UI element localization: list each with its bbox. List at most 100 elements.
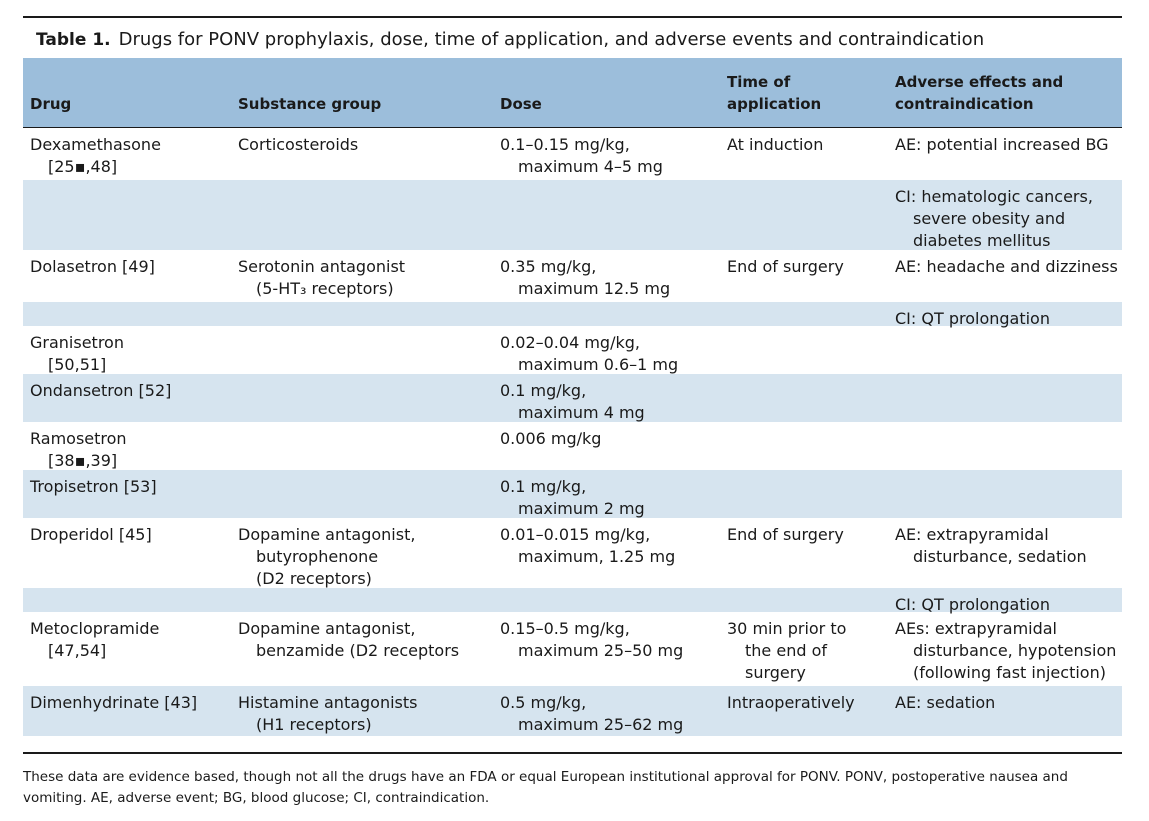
dose-cell: 0.1 mg/kg, maximum 4 mg: [500, 380, 720, 424]
table-row: Dexamethasone [25▪,48] Corticosteroids 0.1–…: [23, 128, 1122, 180]
drug-cell-line: Dolasetron [49]: [30, 257, 155, 276]
adverse-effects-cell-line: (following fast injection): [913, 663, 1106, 682]
adverse-effects-cell-line: AE: extrapyramidal: [895, 525, 1049, 544]
substance-group-cell: Serotonin antagonist (5-HT₃ receptors): [238, 256, 493, 300]
dose-cell: 0.15–0.5 mg/kg, maximum 25–50 mg: [500, 618, 720, 662]
dose-cell: 0.02–0.04 mg/kg, maximum 0.6–1 mg: [500, 332, 720, 376]
adverse-effects-cell: AE: extrapyramidal disturbance, sedation: [895, 524, 1120, 568]
dose-cell: 0.01–0.015 mg/kg, maximum, 1.25 mg: [500, 524, 720, 568]
substance-group-cell-line: (D2 receptors): [256, 569, 372, 588]
substance-group-cell-line: Dopamine antagonist,: [238, 525, 416, 544]
adverse-effects-cell-line: AE: potential increased BG: [895, 135, 1109, 154]
adverse-effects-cell-line: disturbance, sedation: [913, 547, 1087, 566]
table-row: Ondansetron [52] 0.1 mg/kg, maximum 4 mg: [23, 374, 1122, 422]
dose-cell-line: 0.01–0.015 mg/kg,: [500, 525, 651, 544]
drug-cell-line: Dimenhydrinate [43]: [30, 693, 198, 712]
table-caption-label: Table 1.: [36, 30, 111, 50]
drug-cell: Dimenhydrinate [43]: [30, 692, 230, 714]
drug-cell: Droperidol [45]: [30, 524, 230, 546]
header-time-of-application: Time of application: [727, 71, 867, 115]
time-cell: Intraoperatively: [727, 692, 887, 714]
table-row: CI: QT prolongation: [23, 302, 1122, 328]
dose-cell-line: 0.5 mg/kg,: [500, 693, 587, 712]
table-header: Drug Substance group Dose Time of applic…: [23, 58, 1122, 127]
substance-group-cell: Histamine antagonists (H1 receptors): [238, 692, 493, 736]
table-bottom-rule: [23, 752, 1122, 754]
drug-cell-line: Granisetron: [30, 333, 124, 352]
drug-cell-line: [38▪,39]: [48, 451, 118, 470]
table-row: Metoclopramide [47,54] Dopamine antagonist…: [23, 612, 1122, 686]
dose-cell-line: 0.1–0.15 mg/kg,: [500, 135, 630, 154]
dose-cell-line: maximum 25–50 mg: [518, 641, 684, 660]
substance-group-cell-line: benzamide (D2 receptors: [256, 641, 460, 660]
drug-cell-line: Dexamethasone: [30, 135, 161, 154]
dose-cell-line: maximum 4–5 mg: [518, 157, 663, 176]
dose-cell: 0.1–0.15 mg/kg, maximum 4–5 mg: [500, 134, 720, 178]
drug-cell-line: Ondansetron [52]: [30, 381, 172, 400]
header-time-line2: application: [727, 95, 822, 113]
adverse-effects-cell: CI: QT prolongation: [895, 594, 1120, 616]
dose-cell: 0.35 mg/kg, maximum 12.5 mg: [500, 256, 720, 300]
adverse-effects-cell: AE: headache and dizziness: [895, 256, 1120, 278]
header-ae-line1: Adverse effects and: [895, 73, 1064, 91]
time-cell-line: the end of: [745, 641, 827, 660]
time-cell-line: At induction: [727, 135, 824, 154]
header-drug: Drug: [30, 95, 72, 113]
dose-cell-line: 0.02–0.04 mg/kg,: [500, 333, 640, 352]
substance-group-cell: Dopamine antagonist, butyrophenone (D2 rec…: [238, 524, 493, 590]
time-cell: End of surgery: [727, 524, 887, 546]
adverse-effects-cell: CI: hematologic cancers, severe obesity a…: [895, 186, 1120, 252]
table-row: CI: hematologic cancers, severe obesity a…: [23, 180, 1122, 250]
time-cell-line: 30 min prior to: [727, 619, 847, 638]
dose-cell-line: 0.1 mg/kg,: [500, 477, 587, 496]
time-cell-line: Intraoperatively: [727, 693, 855, 712]
adverse-effects-cell-line: AEs: extrapyramidal: [895, 619, 1057, 638]
drug-cell-line: Ramosetron: [30, 429, 127, 448]
time-cell: End of surgery: [727, 256, 887, 278]
time-cell-line: End of surgery: [727, 525, 844, 544]
substance-group-cell-line: butyrophenone: [256, 547, 379, 566]
table-row: Granisetron [50,51] 0.02–0.04 mg/kg, maximu…: [23, 326, 1122, 374]
dose-cell: 0.1 mg/kg, maximum 2 mg: [500, 476, 720, 520]
header-adverse-effects: Adverse effects and contraindication: [895, 71, 1095, 115]
substance-group-cell-line: Dopamine antagonist,: [238, 619, 416, 638]
drug-cell-line: [50,51]: [48, 355, 107, 374]
dose-cell: 0.5 mg/kg, maximum 25–62 mg: [500, 692, 720, 736]
adverse-effects-cell-line: CI: QT prolongation: [895, 309, 1050, 328]
adverse-effects-cell-line: AE: sedation: [895, 693, 996, 712]
drug-table: Drug Substance group Dose Time of applic…: [23, 58, 1122, 736]
drug-cell: Metoclopramide [47,54]: [30, 618, 230, 662]
table-row: Ramosetron [38▪,39] 0.006 mg/kg: [23, 422, 1122, 470]
time-cell-line: End of surgery: [727, 257, 844, 276]
dose-cell-line: maximum 25–62 mg: [518, 715, 684, 734]
table-row: Droperidol [45] Dopamine antagonist, butyr…: [23, 518, 1122, 588]
substance-group-cell-line: Corticosteroids: [238, 135, 359, 154]
header-rule: [23, 127, 1122, 128]
dose-cell-line: 0.1 mg/kg,: [500, 381, 587, 400]
dose-cell-line: maximum 4 mg: [518, 403, 645, 422]
drug-cell: Dexamethasone [25▪,48]: [30, 134, 230, 178]
drug-cell: Dolasetron [49]: [30, 256, 230, 278]
drug-cell-line: [25▪,48]: [48, 157, 118, 176]
substance-group-cell: Corticosteroids: [238, 134, 493, 156]
time-cell: At induction: [727, 134, 887, 156]
table-caption-text: Drugs for PONV prophylaxis, dose, time o…: [118, 29, 985, 50]
table-caption: Table 1. Drugs for PONV prophylaxis, dose…: [36, 28, 984, 52]
table-row: Dimenhydrinate [43] Histamine antagonists…: [23, 686, 1122, 736]
table-body: Dexamethasone [25▪,48] Corticosteroids 0.1–…: [23, 128, 1122, 736]
table-top-rule: [23, 16, 1122, 18]
adverse-effects-cell: AE: potential increased BG: [895, 134, 1120, 156]
dose-cell-line: 0.006 mg/kg: [500, 429, 602, 448]
drug-cell-line: [47,54]: [48, 641, 107, 660]
dose-cell-line: 0.35 mg/kg,: [500, 257, 597, 276]
substance-group-cell-line: (H1 receptors): [256, 715, 372, 734]
table-row: Dolasetron [49] Serotonin antagonist (5-HT…: [23, 250, 1122, 302]
header-substance-group: Substance group: [238, 95, 382, 113]
drug-cell-line: Metoclopramide: [30, 619, 160, 638]
drug-cell: Ramosetron [38▪,39]: [30, 428, 230, 472]
adverse-effects-cell: CI: QT prolongation: [895, 308, 1120, 330]
adverse-effects-cell: AE: sedation: [895, 692, 1120, 714]
dose-cell-line: 0.15–0.5 mg/kg,: [500, 619, 630, 638]
drug-cell: Tropisetron [53]: [30, 476, 230, 498]
adverse-effects-cell-line: CI: QT prolongation: [895, 595, 1050, 614]
